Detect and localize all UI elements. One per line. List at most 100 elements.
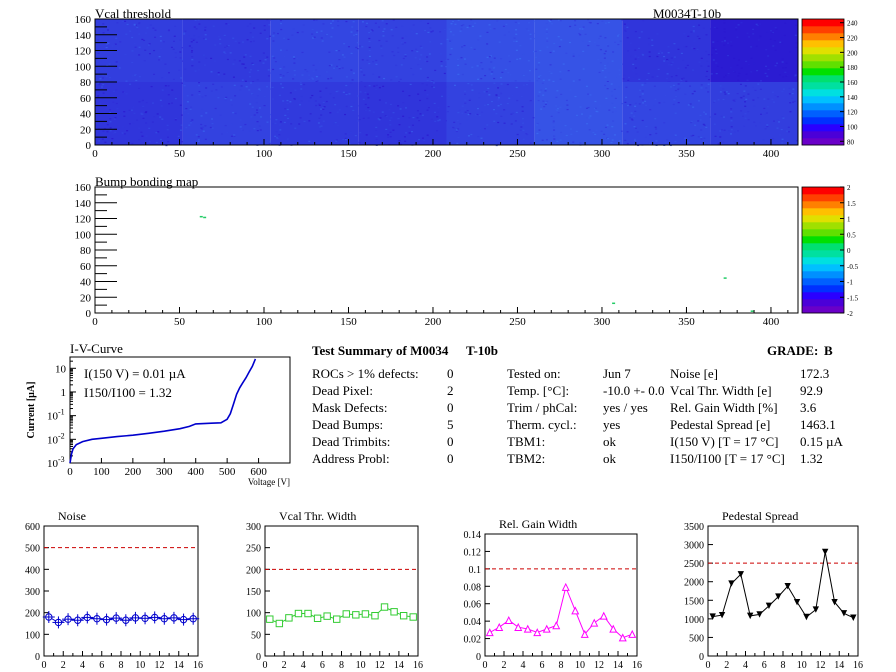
- pixel-noise: [604, 37, 607, 39]
- pixel-noise: [131, 142, 134, 145]
- z-tick-label: 0: [847, 247, 851, 255]
- pixel-noise: [723, 31, 726, 33]
- y-tick-label: 160: [75, 182, 92, 194]
- pixel-noise: [449, 41, 452, 44]
- pixel-noise: [594, 133, 597, 136]
- pixel-noise: [115, 102, 118, 105]
- pixel-noise: [154, 133, 157, 135]
- pixel-noise: [359, 132, 362, 134]
- pixel-noise: [360, 71, 363, 73]
- plot-title: Pedestal Spread: [722, 509, 798, 523]
- pixel-noise: [381, 20, 384, 22]
- pixel-noise: [677, 90, 680, 92]
- pixel-noise: [416, 50, 419, 53]
- pixel-noise: [499, 93, 502, 95]
- pixel-noise: [283, 66, 286, 68]
- pixel-noise: [683, 33, 686, 35]
- pixel-noise: [286, 111, 289, 114]
- summary-label: Tested on:: [507, 366, 561, 381]
- pixel-noise: [174, 98, 177, 100]
- pixel-noise: [395, 76, 398, 78]
- pixel-noise: [368, 55, 371, 58]
- pixel-noise: [279, 49, 282, 51]
- data-point: [756, 611, 763, 618]
- pixel-noise: [204, 138, 207, 140]
- x-tick-label: 0: [92, 148, 98, 160]
- pixel-noise: [634, 58, 637, 60]
- pixel-noise: [655, 128, 658, 130]
- pixel-noise: [766, 31, 769, 33]
- pixel-noise: [778, 121, 781, 123]
- pixel-noise: [548, 70, 551, 73]
- pixel-noise: [538, 77, 541, 79]
- pixel-noise: [715, 52, 718, 55]
- pixel-noise: [569, 89, 572, 91]
- pixel-noise: [289, 92, 292, 94]
- data-point: [718, 611, 726, 619]
- pixel-noise: [233, 84, 236, 86]
- pixel-noise: [559, 139, 562, 141]
- pixel-noise: [515, 111, 518, 114]
- pixel-noise: [713, 123, 716, 125]
- pixel-noise: [620, 130, 623, 132]
- pixel-noise: [259, 89, 262, 92]
- pixel-noise: [544, 87, 547, 90]
- pixel-noise: [664, 94, 667, 96]
- pixel-noise: [155, 132, 158, 134]
- y-tick-label: 400: [25, 565, 40, 576]
- pixel-noise: [223, 51, 226, 53]
- pixel-noise: [226, 46, 229, 49]
- x-tick-label: 14: [613, 660, 623, 671]
- y-tick-label: 2500: [684, 559, 704, 570]
- pixel-noise: [647, 37, 650, 39]
- pixel-noise: [572, 55, 575, 57]
- pixel-noise: [352, 102, 355, 104]
- summary-value: 1463.1: [800, 417, 836, 432]
- data-point: [840, 610, 848, 617]
- pixel-noise: [419, 99, 422, 102]
- pixel-noise: [173, 40, 176, 42]
- y-tick-label: 150: [246, 587, 261, 598]
- pixel-noise: [634, 64, 637, 66]
- pixel-noise: [529, 100, 532, 102]
- pixel-noise: [759, 35, 762, 37]
- summary-label: Rel. Gain Width [%]: [670, 400, 778, 415]
- x-tick-label: 12: [816, 660, 826, 671]
- pixel-noise: [520, 126, 523, 128]
- data-point: [737, 571, 745, 578]
- pixel-noise: [546, 40, 549, 42]
- pixel-noise: [105, 43, 108, 45]
- pixel-noise: [760, 80, 763, 82]
- pixel-noise: [311, 94, 314, 97]
- pixel-noise: [457, 73, 460, 75]
- pixel-noise: [381, 55, 384, 57]
- pixel-noise: [612, 51, 615, 53]
- y-tick-label: 60: [80, 261, 92, 273]
- pixel-noise: [522, 138, 525, 140]
- pixel-noise: [357, 120, 360, 122]
- pixel-noise: [588, 21, 591, 24]
- pixel-noise: [180, 124, 183, 126]
- pixel-noise: [656, 33, 659, 35]
- pixel-noise: [160, 105, 163, 107]
- pixel-noise: [548, 79, 551, 81]
- pixel-noise: [434, 120, 437, 122]
- pixel-noise: [426, 109, 429, 111]
- pixel-noise: [349, 131, 352, 134]
- pixel-noise: [626, 26, 629, 28]
- pixel-noise: [358, 45, 361, 47]
- pixel-noise: [605, 97, 608, 99]
- pixel-noise: [491, 71, 494, 73]
- pixel-noise: [352, 109, 355, 112]
- pixel-noise: [255, 97, 258, 99]
- pixel-noise: [335, 90, 338, 93]
- pixel-noise: [529, 33, 532, 35]
- pixel-noise: [500, 115, 503, 117]
- pixel-noise: [581, 40, 584, 42]
- pixel-noise: [195, 41, 198, 43]
- y-tick-label: 200: [246, 565, 261, 576]
- pixel-noise: [352, 21, 355, 23]
- pixel-noise: [263, 95, 266, 98]
- pixel-noise: [424, 60, 427, 62]
- pixel-noise: [581, 26, 584, 29]
